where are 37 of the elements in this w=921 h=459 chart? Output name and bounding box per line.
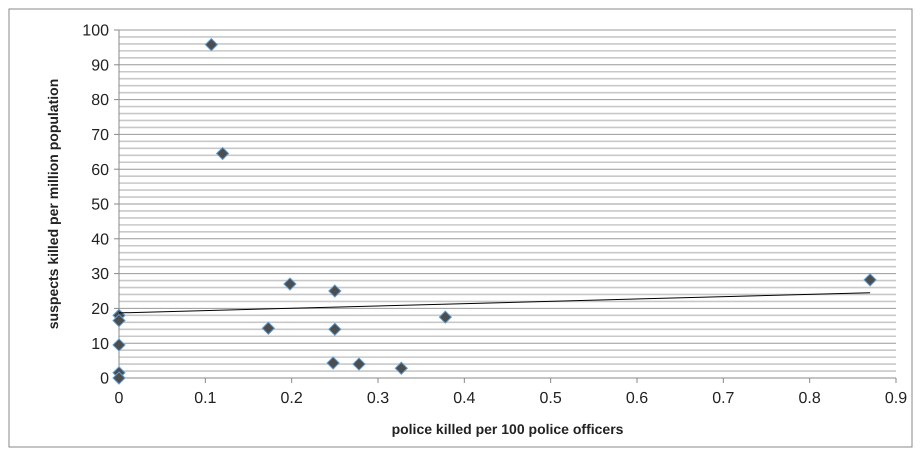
- y-tick-label: 10: [91, 336, 110, 353]
- x-axis-title: police killed per 100 police officers: [392, 421, 624, 437]
- point: [352, 358, 366, 371]
- y-tick-label: 30: [91, 266, 110, 284]
- x-tick-label: 0.7: [712, 390, 735, 407]
- x-tick-label: 0.1: [194, 390, 217, 407]
- x-tick-label: 0.3: [366, 390, 390, 407]
- y-tick-label: 70: [91, 127, 110, 144]
- point: [283, 278, 296, 291]
- x-tick-label: 0.9: [884, 390, 908, 407]
- point: [204, 38, 218, 52]
- x-tick-label: 0.5: [540, 390, 562, 407]
- point: [216, 147, 230, 160]
- y-tick-label: 0: [100, 370, 110, 388]
- point: [438, 310, 452, 324]
- x-tick-label: 0.4: [453, 390, 476, 407]
- x-tick-label: 0: [114, 390, 124, 407]
- point: [864, 273, 877, 286]
- point: [328, 322, 342, 336]
- y-tick-label: 100: [82, 22, 110, 40]
- point: [112, 338, 126, 352]
- x-tick-label: 0.6: [626, 390, 648, 407]
- point: [328, 284, 342, 298]
- point: [262, 322, 275, 335]
- y-tick-label: 20: [91, 301, 110, 318]
- point: [394, 362, 408, 375]
- y-tick-label: 80: [91, 92, 110, 110]
- point: [112, 372, 126, 384]
- y-tick-label: 90: [91, 57, 110, 74]
- x-tick-label: 0.2: [280, 390, 303, 407]
- point: [326, 356, 340, 370]
- y-tick-label: 50: [91, 196, 110, 214]
- y-tick-label: 60: [91, 162, 110, 179]
- y-tick-label: 40: [91, 231, 110, 248]
- x-tick-label: 0.8: [798, 390, 821, 407]
- y-axis-title: suspects killed per million population: [45, 78, 61, 330]
- point: [112, 314, 126, 328]
